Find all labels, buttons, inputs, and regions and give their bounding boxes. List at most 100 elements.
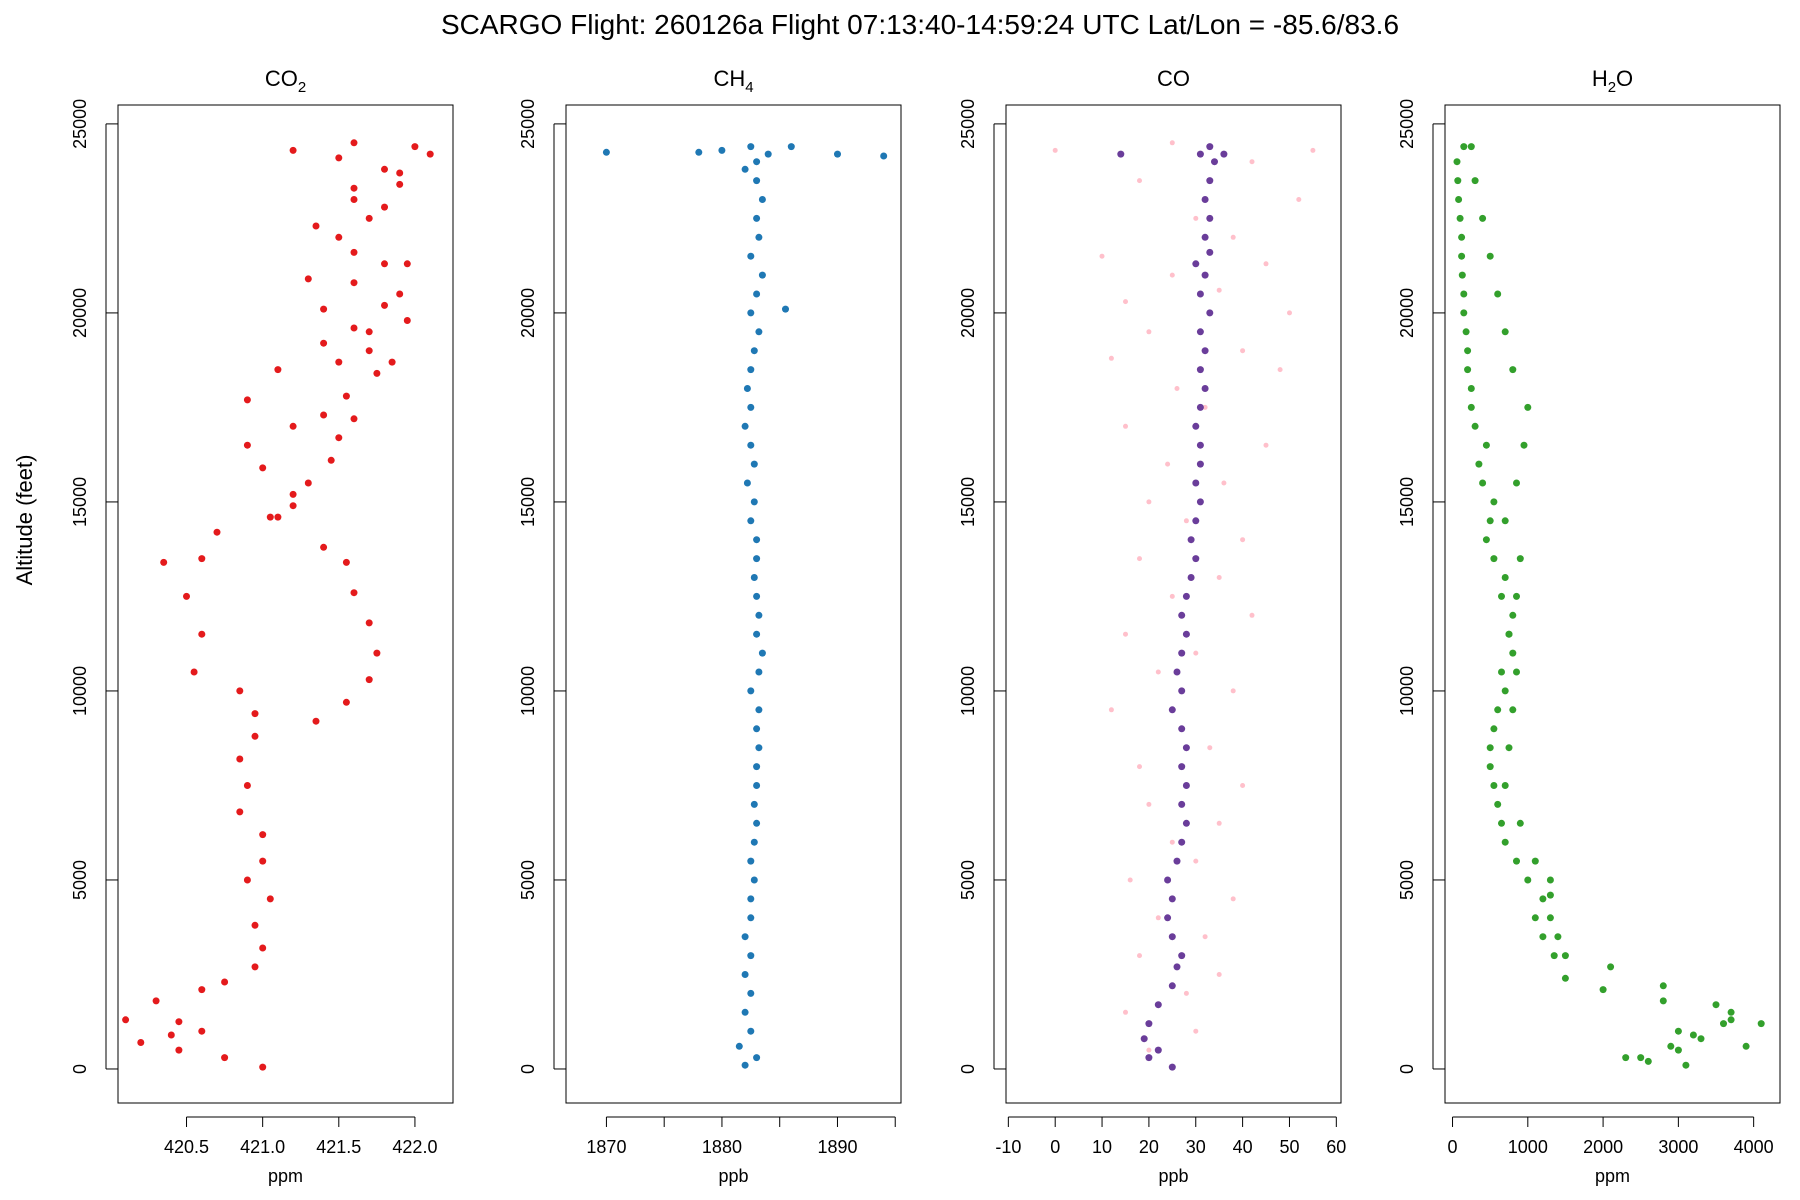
data-point [753,536,761,544]
data-point [753,763,761,771]
data-point [1183,518,1189,524]
data-point [251,732,259,740]
data-point [1524,876,1532,884]
x-tick-label: 421.0 [240,1137,285,1157]
data-point [289,502,297,510]
data-point [289,422,297,430]
data-point [1196,290,1204,298]
data-point [1513,479,1520,487]
panel-title-subscript: 2 [1608,79,1616,96]
data-point [289,146,297,154]
panel-title: CO [1157,66,1190,91]
data-point [183,592,190,600]
data-point [1240,348,1246,354]
y-tick-label: 10000 [518,666,538,716]
data-point [1206,143,1214,151]
data-point [403,317,411,324]
data-point [198,630,206,638]
data-point [1178,952,1186,960]
data-point [342,558,350,566]
x-tick-label: 1870 [586,1137,626,1157]
data-point [1531,857,1539,865]
data-point [750,498,758,506]
data-point [753,725,761,733]
data-point [834,150,841,158]
data-point [396,180,404,188]
data-point [1206,248,1214,256]
data-point [747,143,755,151]
data-point [1168,1063,1176,1071]
data-point [1168,706,1176,714]
data-point [1490,782,1498,789]
data-point [1501,574,1509,581]
data-point [741,1008,749,1016]
data-point [1479,479,1487,487]
data-point [1501,517,1509,525]
data-point [396,169,404,177]
data-point [1230,896,1236,902]
data-point [1206,309,1214,317]
data-point [1196,441,1204,449]
data-point [1742,1042,1750,1050]
data-point [747,366,755,374]
data-point [787,143,795,151]
data-point [1221,480,1227,486]
panel-title-main: CO [1157,66,1190,91]
data-point [1178,838,1186,846]
data-point [1546,914,1554,922]
y-tick-label: 0 [958,1064,978,1074]
data-point [1123,299,1128,305]
data-point [274,366,282,374]
data-point [1169,140,1175,146]
series-2 [1117,143,1228,1071]
panel-title-main: CH [713,66,745,91]
data-point [755,233,763,241]
data-point [1460,290,1468,298]
data-point [743,479,751,487]
data-point [266,513,274,521]
data-point [1193,858,1199,864]
x-tick-label: 0 [1448,1137,1458,1157]
data-point [735,1042,743,1050]
data-point [1479,214,1487,222]
data-point [1168,933,1176,941]
y-tick-label: 5000 [518,860,538,900]
data-point [1486,517,1494,525]
data-point [1674,1046,1682,1054]
data-point [312,222,320,230]
data-point [1490,725,1498,733]
data-point [1599,986,1607,994]
data-point [350,196,358,203]
data-point [1720,1020,1727,1028]
data-point [1554,933,1562,941]
data-point [320,543,328,551]
data-point [1513,592,1520,600]
panel-title: CO2 [265,66,306,96]
data-point [1501,782,1509,789]
data-point [1509,649,1517,657]
data-point [1216,287,1222,293]
data-point [381,260,388,268]
data-point [1137,764,1142,770]
data-point [1458,271,1466,279]
x-tick-label: 10 [1092,1137,1112,1157]
data-point [1193,650,1199,656]
data-point [1196,328,1204,336]
data-point [1486,744,1494,752]
data-point [1230,234,1236,240]
panel-1: CO2 0 5000 10000 15000 20000 25000 420.5 421.0 42… [70,66,454,1186]
data-point [747,403,755,411]
data-point [747,309,755,317]
data-point [1644,1057,1652,1065]
data-point [753,782,761,789]
x-tick-label: 0 [1050,1137,1060,1157]
data-point [1145,1020,1153,1028]
data-point [1173,963,1181,971]
data-point [1498,592,1505,600]
data-point [426,150,434,158]
data-point [747,952,755,960]
data-point [1108,355,1114,361]
data-point [1494,290,1502,298]
data-point [747,914,755,922]
x-tick-label: 1000 [1508,1137,1548,1157]
